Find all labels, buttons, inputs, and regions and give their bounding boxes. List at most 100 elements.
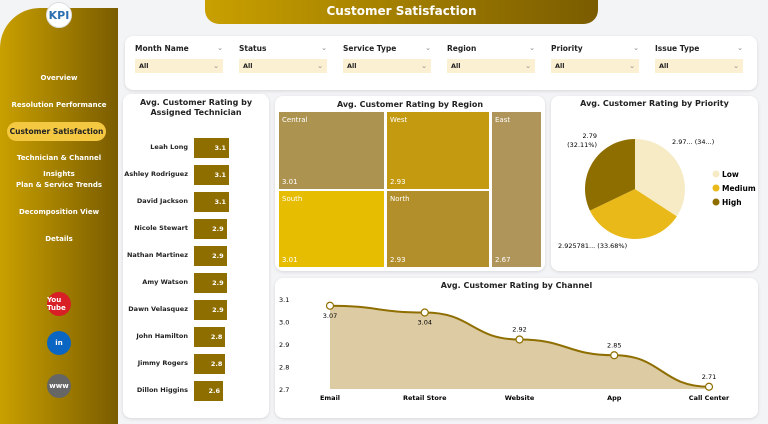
channel-panel: Avg. Customer Rating by Channel 3.1 3.0 2.…	[275, 278, 758, 418]
technician-bar-row[interactable]: Ashley Rodriguez 3.1	[123, 165, 268, 185]
filter-dropdown[interactable]: All ⌄	[551, 59, 639, 73]
filter-value: All	[347, 62, 357, 70]
sidebar-item-customer-satisfaction[interactable]: Customer Satisfaction	[7, 122, 106, 141]
technician-bar[interactable]: 2.6	[194, 381, 223, 401]
chevron-down-icon[interactable]: ⌄	[217, 44, 223, 52]
sidebar-item-decomposition-view[interactable]: Decomposition View	[18, 208, 100, 216]
chevron-down-icon[interactable]: ⌄	[213, 62, 219, 70]
technician-bar-row[interactable]: Amy Watson 2.9	[123, 273, 268, 293]
technician-name: John Hamilton	[136, 332, 188, 340]
linkedin-icon[interactable]: in	[47, 331, 71, 355]
sidebar-item-technician-channel-insights[interactable]: Technician & Channel Insights	[16, 154, 102, 178]
technician-bar[interactable]: 2.9	[194, 300, 227, 320]
chevron-down-icon[interactable]: ⌄	[425, 44, 431, 52]
filter-issue-type[interactable]: Issue Type ⌄ All ⌄	[655, 44, 743, 73]
chevron-down-icon[interactable]: ⌄	[421, 62, 427, 70]
data-point[interactable]	[704, 382, 714, 391]
globe-icon[interactable]: www	[47, 374, 71, 398]
technician-bar[interactable]: 2.9	[194, 273, 227, 293]
technician-bar-row[interactable]: John Hamilton 2.8	[123, 327, 268, 347]
pie-slice-low[interactable]	[635, 139, 685, 217]
legend-marker	[712, 170, 720, 178]
data-point[interactable]	[515, 335, 524, 344]
filter-month-name[interactable]: Month Name ⌄ All ⌄	[135, 44, 223, 73]
filter-status[interactable]: Status ⌄ All ⌄	[239, 44, 327, 73]
technician-bar[interactable]: 2.9	[194, 246, 227, 266]
logo: KPI	[46, 2, 72, 28]
data-point[interactable]	[610, 351, 619, 360]
filter-dropdown[interactable]: All ⌄	[655, 59, 743, 73]
page-title: Customer Satisfaction	[205, 0, 598, 24]
y-tick-label: 3.1	[279, 296, 289, 304]
x-tick-label: Email	[320, 394, 340, 402]
data-point[interactable]	[325, 301, 335, 310]
technician-bar-row[interactable]: Nathan Martinez 2.9	[123, 246, 268, 266]
technician-name: Nathan Martinez	[126, 251, 188, 259]
x-tick-label: Website	[505, 394, 535, 402]
filter-value: All	[659, 62, 669, 70]
y-tick-label: 2.8	[279, 364, 289, 372]
technician-bar-row[interactable]: Nicole Stewart 2.9	[123, 219, 268, 239]
technician-bar-row[interactable]: Dawn Velasquez 2.9	[123, 300, 268, 320]
pie-slice-medium[interactable]	[589, 189, 677, 239]
legend-marker	[712, 184, 720, 192]
technician-bar-row[interactable]: David Jackson 3.1	[123, 192, 268, 212]
region-value: 3.01	[282, 178, 298, 186]
priority-pie-chart: Low Medium High 2.97... (34...) 2.925781... …	[558, 132, 756, 250]
technician-bar[interactable]: 2.8	[194, 327, 226, 347]
region-tile-south[interactable]: South 3.01	[278, 190, 385, 268]
chevron-down-icon[interactable]: ⌄	[733, 62, 739, 70]
region-name: East	[495, 116, 511, 124]
filter-dropdown[interactable]: All ⌄	[135, 59, 223, 73]
data-label: 3.04	[418, 319, 432, 327]
data-label: 2.92	[512, 326, 526, 334]
youtube-icon[interactable]: You Tube	[47, 292, 71, 316]
filter-dropdown[interactable]: All ⌄	[447, 59, 535, 73]
region-panel: Avg. Customer Rating by Region Central 3.…	[275, 96, 545, 271]
filter-value: All	[451, 62, 461, 70]
technician-bar[interactable]: 3.1	[194, 165, 229, 185]
technician-bar[interactable]: 2.9	[194, 219, 227, 239]
technician-name: Jimmy Rogers	[137, 359, 188, 367]
region-chart-title: Avg. Customer Rating by Region	[336, 100, 484, 109]
region-name: West	[390, 116, 408, 124]
filter-priority[interactable]: Priority ⌄ All ⌄	[551, 44, 639, 73]
chevron-down-icon[interactable]: ⌄	[317, 62, 323, 70]
filter-region[interactable]: Region ⌄ All ⌄	[447, 44, 535, 73]
pie-slice-high[interactable]	[585, 139, 635, 211]
region-tile-north[interactable]: North 2.93	[386, 190, 490, 268]
region-tile-west[interactable]: West 2.93	[386, 111, 490, 190]
y-tick-label: 2.7	[279, 386, 289, 394]
sidebar-item-details[interactable]: Details	[45, 235, 73, 243]
sidebar-item-plan-service-trends[interactable]: Plan & Service Trends	[15, 181, 103, 189]
region-tile-east[interactable]: East 2.67	[491, 111, 542, 268]
legend-low[interactable]: Low	[722, 170, 739, 179]
technician-bar-row[interactable]: Dillon Higgins 2.6	[123, 381, 268, 401]
sidebar-item-overview[interactable]: Overview	[40, 74, 78, 82]
filter-service-type[interactable]: Service Type ⌄ All ⌄	[343, 44, 431, 73]
technician-bar[interactable]: 3.1	[194, 192, 229, 212]
chevron-down-icon[interactable]: ⌄	[525, 62, 531, 70]
technician-bar[interactable]: 2.8	[194, 354, 226, 374]
chevron-down-icon[interactable]: ⌄	[529, 44, 535, 52]
chevron-down-icon[interactable]: ⌄	[321, 44, 327, 52]
pie-label-low: 2.97... (34...)	[672, 138, 714, 146]
chevron-down-icon[interactable]: ⌄	[633, 44, 639, 52]
technician-name: Ashley Rodriguez	[124, 170, 188, 178]
legend-high[interactable]: High	[722, 198, 742, 207]
chevron-down-icon[interactable]: ⌄	[737, 44, 743, 52]
sidebar-item-resolution-performance[interactable]: Resolution Performance	[11, 101, 107, 109]
filter-label: Month Name	[135, 44, 189, 53]
technician-bar[interactable]: 3.1	[194, 138, 229, 158]
filter-dropdown[interactable]: All ⌄	[343, 59, 431, 73]
technician-bar-row[interactable]: Jimmy Rogers 2.8	[123, 354, 268, 374]
filter-value: All	[243, 62, 253, 70]
legend-medium[interactable]: Medium	[722, 184, 756, 193]
region-name: South	[282, 195, 303, 203]
data-point[interactable]	[420, 308, 429, 317]
chevron-down-icon[interactable]: ⌄	[629, 62, 635, 70]
technician-bar-row[interactable]: Leah Long 3.1	[123, 138, 268, 158]
data-label: 3.07	[323, 312, 337, 320]
region-tile-central[interactable]: Central 3.01	[278, 111, 385, 190]
filter-dropdown[interactable]: All ⌄	[239, 59, 327, 73]
